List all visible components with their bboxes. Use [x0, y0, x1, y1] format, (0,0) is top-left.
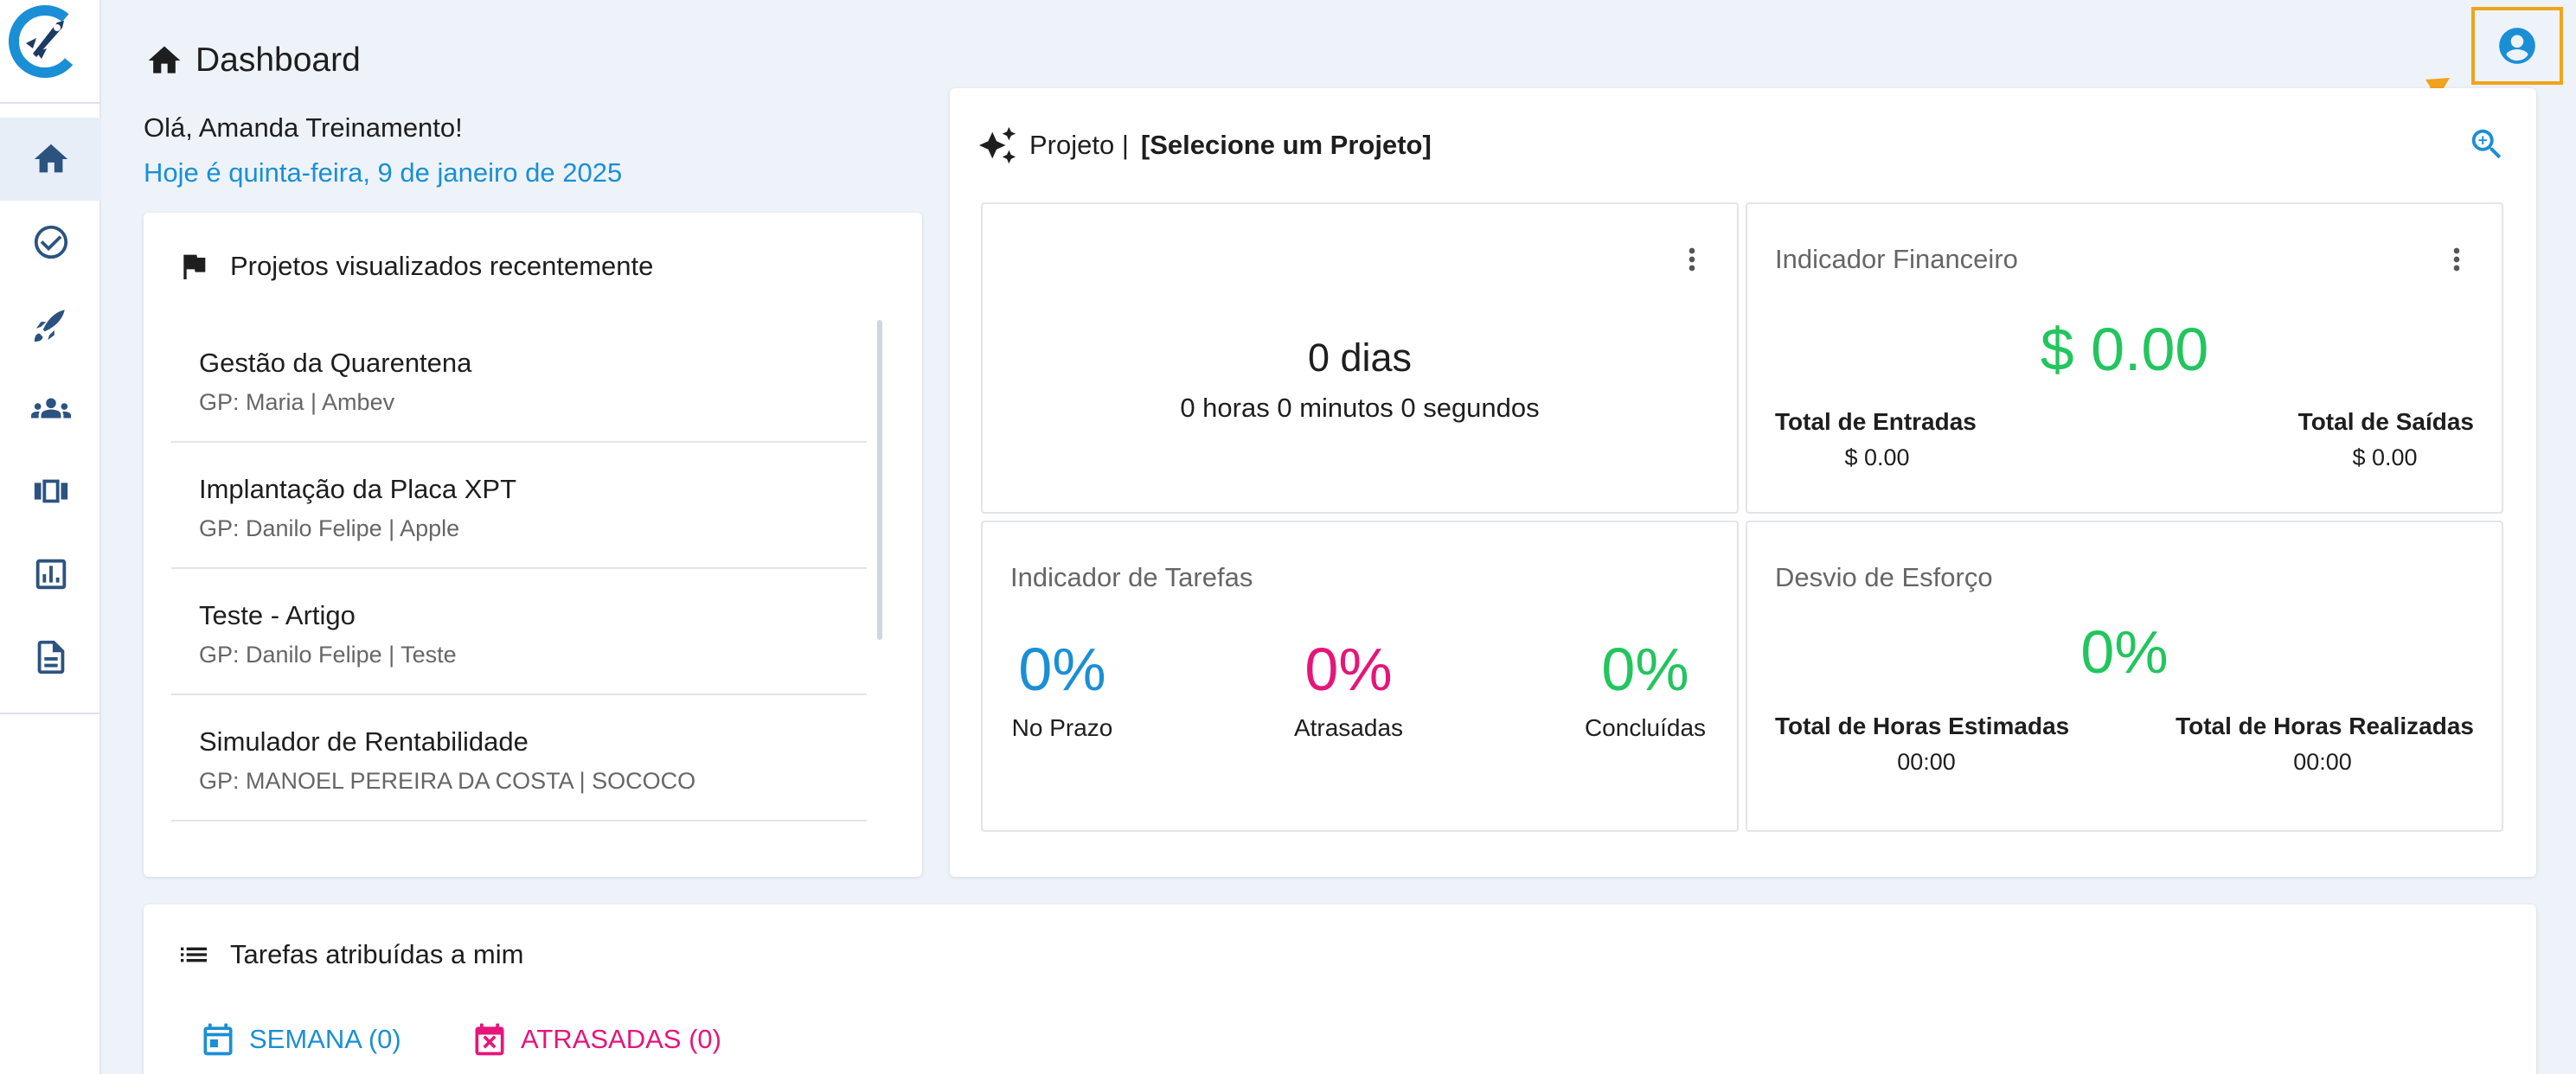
calendar-icon [203, 1023, 233, 1056]
tab-late[interactable]: ATRASADAS (0) [471, 1020, 721, 1058]
nav-projects[interactable] [0, 284, 101, 367]
on-time-label: No Prazo [1011, 714, 1113, 741]
page-title: Dashboard [145, 38, 361, 83]
income-value: $ 0.00 [1844, 444, 1910, 470]
project-manager: GP: Maria | Ambev [199, 389, 395, 415]
rocket-icon [34, 310, 65, 342]
list-item[interactable]: Teste - Artigo GP: Danilo Felipe | Teste [171, 569, 867, 695]
nav-documents[interactable] [0, 616, 101, 699]
expense-label: Total de Saídas [2297, 408, 2474, 435]
timer-days: 0 dias [1307, 336, 1413, 380]
check-circle-icon [34, 225, 67, 259]
effort-deviation-panel: Desvio de Esforço 0% Total de Horas Esti… [1746, 521, 2503, 832]
profile-button[interactable] [2471, 7, 2563, 85]
on-time-percent: 0% [1018, 636, 1106, 703]
greeting-text: Olá, Amanda Treinamento! [144, 112, 463, 143]
tab-week[interactable]: SEMANA (0) [199, 1020, 401, 1058]
project-name: Simulador de Rentabilidade [199, 726, 529, 757]
nav-team[interactable] [0, 367, 101, 450]
home-icon [34, 144, 67, 173]
sidebar [0, 0, 101, 1074]
project-selector[interactable]: [Selecione um Projeto] [1140, 130, 1432, 160]
calendar-remove-icon [475, 1023, 504, 1056]
recent-projects-card: Projetos visualizados recentemente Gestã… [144, 213, 922, 877]
recent-projects-list: Gestão da Quarentena GP: Maria | Ambev I… [171, 316, 867, 870]
effort-percent: 0% [2080, 618, 2169, 686]
view-carousel-icon [34, 479, 67, 503]
more-vert-icon [1688, 247, 1695, 272]
effort-title: Desvio de Esforço [1775, 562, 1993, 592]
project-label: Projeto | [1029, 130, 1129, 160]
sidebar-divider [0, 102, 101, 104]
estimated-hours-value: 00:00 [1897, 749, 1956, 775]
list-item[interactable]: Simulador de Rentabilidade GP: MANOEL PE… [171, 695, 867, 821]
timer-detail: 0 horas 0 minutos 0 segundos [1180, 393, 1540, 423]
expense-value: $ 0.00 [2352, 444, 2418, 470]
group-icon [30, 398, 71, 419]
zoom-in-icon [2471, 129, 2502, 159]
income-label: Total de Entradas [1775, 408, 1977, 435]
project-header: Projeto | [Selecione um Projeto] [977, 119, 1432, 171]
tab-late-label: ATRASADAS (0) [521, 1024, 721, 1054]
flag-icon [183, 254, 206, 279]
tasks-indicator-panel: Indicador de Tarefas 0% No Prazo 0% Atra… [981, 521, 1739, 832]
financial-total: $ 0.00 [2040, 316, 2209, 383]
page-title-text: Dashboard [195, 42, 361, 79]
more-vert-icon [2453, 247, 2460, 272]
project-manager: GP: MANOEL PEREIRA DA COSTA | SOCOCO [199, 768, 696, 794]
financial-menu-button[interactable] [2439, 242, 2474, 277]
timer-menu-button[interactable] [1675, 242, 1709, 277]
late-label: Atrasadas [1293, 714, 1404, 741]
actual-hours-label: Total de Horas Realizadas [2176, 713, 2474, 739]
nav-tasks[interactable] [0, 201, 101, 284]
sparkles-icon [978, 126, 1016, 164]
tasks-indicator-title: Indicador de Tarefas [1010, 562, 1253, 592]
account-circle-icon [2499, 28, 2535, 64]
recent-projects-title: Projetos visualizados recentemente [230, 251, 654, 281]
project-indicators-card: Projeto | [Selecione um Projeto] 0 dias … [950, 88, 2536, 877]
financial-title: Indicador Financeiro [1775, 244, 2018, 274]
list-item[interactable]: Implantação da Placa XPT GP: Danilo Feli… [171, 443, 867, 569]
project-manager: GP: Danilo Felipe | Teste [199, 642, 457, 668]
document-icon [37, 640, 64, 674]
project-name: Teste - Artigo [199, 600, 356, 630]
nav-board[interactable] [0, 450, 101, 533]
my-tasks-title: Tarefas atribuídas a mim [230, 939, 524, 969]
actual-hours-value: 00:00 [2293, 749, 2352, 775]
project-name: Gestão da Quarentena [199, 348, 472, 378]
recent-projects-header: Projetos visualizados recentemente [176, 244, 653, 289]
zoom-in-button[interactable] [2467, 125, 2507, 164]
project-manager: GP: Danilo Felipe | Apple [199, 515, 460, 541]
my-tasks-header: Tarefas atribuídas a mim [176, 932, 523, 977]
timer-panel: 0 dias 0 horas 0 minutos 0 segundos [981, 202, 1739, 514]
late-percent: 0% [1304, 636, 1393, 703]
date-text: Hoje é quinta-feira, 9 de janeiro de 202… [144, 157, 623, 188]
sidebar-divider [0, 713, 101, 714]
project-name: Implantação da Placa XPT [199, 474, 517, 504]
tab-week-label: SEMANA (0) [249, 1024, 401, 1054]
bar-chart-icon [35, 559, 66, 590]
home-icon [148, 46, 181, 74]
done-label: Concluídas [1584, 714, 1707, 741]
done-percent: 0% [1601, 636, 1689, 703]
estimated-hours-label: Total de Horas Estimadas [1775, 713, 2070, 739]
list-scrollbar[interactable] [877, 320, 882, 640]
financial-panel: Indicador Financeiro $ 0.00 Total de Ent… [1746, 202, 2503, 514]
app-logo[interactable] [7, 3, 81, 78]
nav-reports[interactable] [0, 533, 101, 616]
my-tasks-card: Tarefas atribuídas a mim SEMANA (0) ATRA… [144, 905, 2536, 1074]
list-item[interactable]: Gestão da Quarentena GP: Maria | Ambev [171, 316, 867, 443]
list-icon [181, 947, 207, 962]
nav-home[interactable] [0, 118, 101, 201]
